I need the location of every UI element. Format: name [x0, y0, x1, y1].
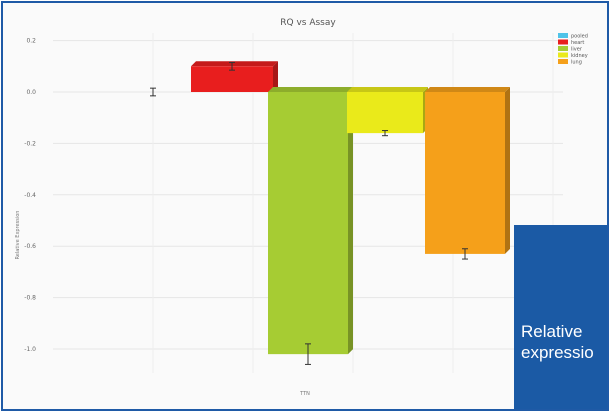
y-tick-label: 0.2: [26, 38, 36, 45]
y-axis-label: Relative Expression: [15, 211, 21, 260]
legend-label-liver: liver: [571, 47, 583, 53]
bar-chart: 0.2 0.0 -0.2 -0.4 -0.6 -0.8 -1.0 RQ vs Assay R…: [15, 18, 588, 397]
chart-title: RQ vs Assay: [280, 18, 336, 28]
legend-swatch-heart: [558, 39, 568, 45]
y-tick-label: -0.6: [24, 243, 36, 250]
bar-lung: [425, 92, 505, 254]
bar-top-heart: [191, 61, 278, 67]
y-tick-label: -0.8: [24, 295, 36, 302]
bars: [191, 61, 510, 355]
bar-top-lung: [425, 87, 510, 92]
caption-overlay: Relative expressio: [514, 225, 607, 409]
legend-swatch-lung: [558, 59, 568, 64]
y-tick-label: -0.4: [24, 192, 36, 199]
bar-side-lung: [505, 87, 510, 254]
y-axis-ticks: 0.2 0.0 -0.2 -0.4 -0.6 -0.8 -1.0: [24, 38, 36, 353]
bar-top-kidney: [347, 87, 428, 92]
bar-side-heart: [273, 61, 278, 92]
bar-top-liver: [268, 87, 353, 92]
bar-side-liver: [348, 87, 353, 355]
legend-label-pooled: pooled: [571, 34, 588, 40]
legend-swatch-pooled: [558, 33, 568, 38]
legend-label-kidney: kidney: [571, 53, 588, 59]
bar-liver: [268, 92, 348, 355]
overlay-caption: Relative expressio: [521, 321, 607, 363]
bar-kidney: [347, 92, 423, 134]
error-bars: [150, 61, 468, 365]
chart-frame: 0.2 0.0 -0.2 -0.4 -0.6 -0.8 -1.0 RQ vs Assay R…: [1, 1, 609, 411]
overlay-line-2: expressio: [521, 343, 594, 362]
legend-label-lung: lung: [571, 60, 582, 66]
y-tick-label: -1.0: [24, 346, 36, 353]
y-tick-label: 0.0: [26, 89, 36, 96]
legend-swatch-liver: [558, 46, 568, 51]
y-tick-label: -0.2: [24, 140, 36, 147]
legend-label-heart: heart: [571, 40, 584, 46]
overlay-line-1: Relative: [521, 322, 583, 341]
x-category-label: TTN: [299, 391, 310, 397]
legend-swatch-kidney: [558, 52, 568, 58]
